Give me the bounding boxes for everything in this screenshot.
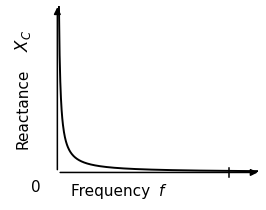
Text: Reactance: Reactance (16, 68, 31, 149)
Text: $X_C$: $X_C$ (13, 30, 33, 52)
Text: Frequency: Frequency (71, 184, 155, 199)
Text: 0: 0 (31, 180, 40, 196)
Text: f: f (159, 184, 164, 199)
